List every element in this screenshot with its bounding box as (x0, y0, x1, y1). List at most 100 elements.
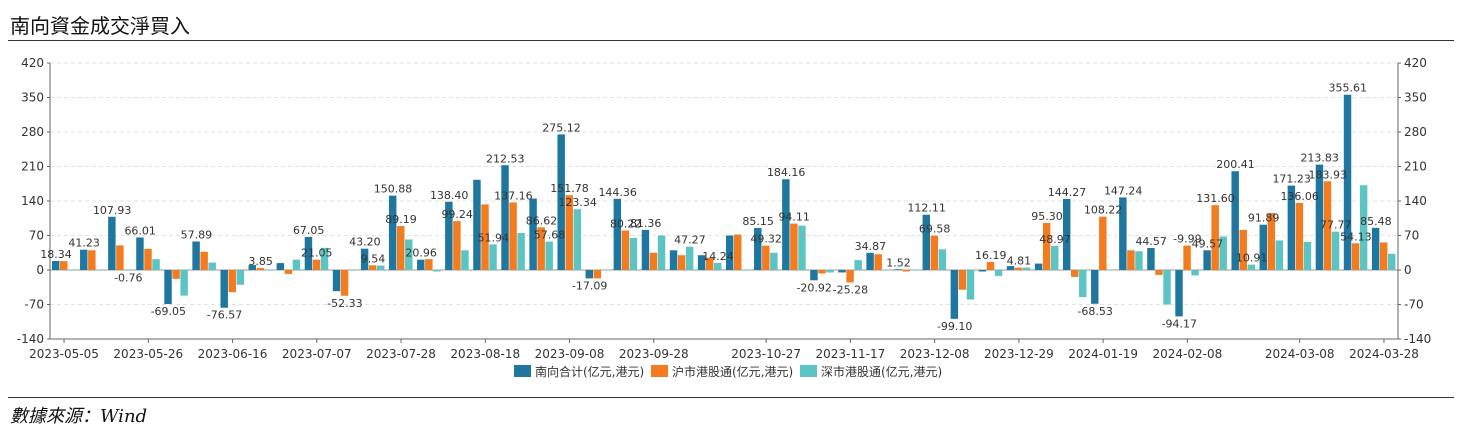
page-title: 南向資金成交淨買入 (10, 14, 190, 38)
bar-s2 (629, 237, 638, 270)
bar-s2 (1022, 267, 1031, 270)
bar-s0 (1119, 197, 1127, 270)
data-label: 200.41 (1216, 158, 1255, 171)
data-label: 112.11 (907, 202, 946, 215)
bar-s0 (1034, 263, 1043, 270)
data-label: -99.10 (937, 320, 972, 333)
y-tick-right: 210 (1404, 160, 1427, 174)
data-label: 171.23 (1272, 173, 1311, 186)
x-tick-label: 2023-11-17 (816, 347, 886, 361)
x-tick-label: 2023-05-05 (29, 347, 99, 361)
bar-s0 (922, 214, 930, 270)
bottom-rule (8, 397, 1454, 398)
bar-s1 (930, 235, 939, 270)
y-tick-left: 70 (29, 229, 44, 243)
y-tick-left: -140 (17, 332, 44, 346)
data-label: 51.94 (478, 231, 510, 244)
data-label: 67.05 (293, 224, 325, 237)
bar-s0 (360, 248, 369, 270)
data-label: 41.23 (68, 237, 100, 250)
data-label: 49.57 (1192, 237, 1224, 250)
bar-s1 (1239, 229, 1247, 270)
bar-s2 (152, 259, 160, 270)
bar-s1 (846, 270, 854, 283)
data-label: 9.54 (361, 252, 386, 265)
bar-s1 (1183, 245, 1191, 270)
x-tick-label: 2024-03-08 (1265, 347, 1335, 361)
data-label: -25.28 (833, 284, 868, 297)
bar-s2 (320, 247, 329, 270)
x-tick-label: 2023-09-28 (619, 347, 689, 361)
data-source: 數據來源：Wind (10, 406, 148, 427)
data-label: 54.13 (1340, 230, 1372, 243)
bar-s2 (545, 241, 553, 270)
y-tick-right: 350 (1404, 91, 1427, 105)
x-tick-label: 2023-12-08 (900, 347, 970, 361)
y-tick-left: 350 (21, 91, 44, 105)
y-tick-right: 70 (1404, 229, 1419, 243)
y-tick-left: -70 (24, 298, 44, 312)
data-label: 107.93 (93, 204, 132, 217)
data-label: 95.30 (1031, 210, 1063, 223)
y-tick-right: -140 (1404, 332, 1431, 346)
bar-s0 (388, 195, 397, 270)
bar-s0 (838, 270, 846, 273)
bar-s2 (882, 270, 890, 271)
data-label: 21.05 (301, 247, 333, 260)
x-tick-label: 2024-01-19 (1068, 347, 1138, 361)
bar-s0 (1315, 164, 1324, 270)
x-tick-label: 2023-08-18 (450, 347, 520, 361)
bar-s2 (517, 233, 525, 270)
data-label: 355.61 (1329, 82, 1368, 95)
bar-s0 (501, 165, 509, 270)
bar-s2 (742, 270, 750, 271)
data-label: 3.85 (248, 255, 273, 268)
bar-s1 (1071, 270, 1079, 277)
x-tick-label: 2023-06-16 (198, 347, 268, 361)
bar-s0 (332, 270, 341, 292)
bar-s1 (790, 223, 798, 270)
bar-s0 (1091, 270, 1099, 304)
bar-s2 (1219, 236, 1227, 270)
bar-s2 (854, 260, 862, 270)
chart: -140 -140 -70 -70 0 0 70 70 140 140 210 210 280 280 35… (17, 56, 1431, 379)
y-tick-right: 140 (1404, 194, 1427, 208)
data-label: 34.87 (855, 240, 887, 253)
bar-s2 (657, 235, 666, 270)
bar-s1 (60, 261, 68, 270)
x-tick-label: 2023-07-28 (366, 347, 436, 361)
data-label: 66.01 (124, 225, 156, 238)
bar-s1 (116, 245, 124, 270)
legend-item: 南向合计(亿元,港元) (535, 364, 644, 379)
bar-s2 (1135, 251, 1143, 270)
data-label: 44.57 (1135, 235, 1167, 248)
bar-s1 (593, 270, 602, 279)
bar-s0 (1006, 266, 1015, 270)
data-label: 137.16 (494, 189, 533, 202)
bar-s2 (1331, 231, 1340, 270)
data-label: 94.11 (778, 211, 810, 224)
bar-s1 (1267, 213, 1276, 270)
data-label: 4.81 (1007, 255, 1032, 268)
data-label: 144.36 (598, 186, 637, 199)
bar-s1 (734, 234, 742, 270)
legend-swatch (800, 365, 817, 377)
bar-s0 (1147, 248, 1155, 270)
bar-s1 (312, 259, 321, 270)
bar-s0 (51, 260, 60, 270)
bar-s2 (180, 270, 188, 296)
bar-s2 (994, 270, 1003, 276)
bar-s0 (754, 228, 762, 270)
bar-s0 (641, 229, 650, 270)
bar-s1 (1042, 223, 1051, 270)
data-label: 85.15 (742, 215, 774, 228)
bar-s2 (405, 239, 413, 270)
y-tick-left: 280 (21, 125, 44, 139)
y-tick-right: 420 (1404, 56, 1427, 70)
bar-s1 (537, 227, 545, 270)
bar-s2 (938, 249, 947, 270)
legend-item: 深市港股通(亿元,港元) (821, 364, 942, 379)
bar-s1 (144, 248, 152, 270)
bar-s1 (705, 257, 714, 270)
bar-s2 (1275, 240, 1284, 270)
